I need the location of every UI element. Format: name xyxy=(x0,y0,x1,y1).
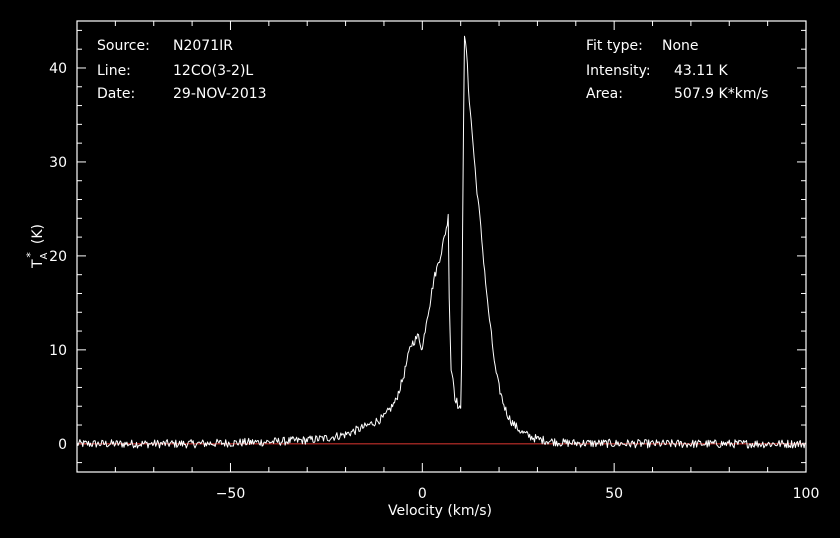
line-label: Line: xyxy=(97,63,131,79)
intensity-label: Intensity: xyxy=(586,63,651,79)
info-block-left: Source: N2071IR Line: 12CO(3-2)L Date: 2… xyxy=(97,38,267,102)
y-tick-label: 10 xyxy=(49,343,67,359)
intensity-value: 43.11 K xyxy=(674,63,729,79)
y-axis-label-main: T xyxy=(30,259,46,269)
y-tick-label: 40 xyxy=(49,61,67,77)
y-tick-label: 0 xyxy=(58,437,67,453)
x-tick-label: 0 xyxy=(418,486,427,502)
svg-text:TA*(K): TA* (K) xyxy=(24,224,50,269)
y-axis-label-unit: (K) xyxy=(30,224,46,244)
fit-type-value: None xyxy=(662,38,699,54)
x-tick-label: 50 xyxy=(605,486,623,502)
axis-tick-labels: −50 0 50 100 0 10 20 30 40 xyxy=(49,61,819,502)
source-label: Source: xyxy=(97,38,150,54)
axis-frame xyxy=(76,20,807,473)
y-axis-label-sub: A xyxy=(39,252,50,259)
line-value: 12CO(3-2)L xyxy=(173,63,253,79)
date-label: Date: xyxy=(97,86,135,102)
area-value: 507.9 K*km/s xyxy=(674,86,768,102)
fit-type-label: Fit type: xyxy=(586,38,643,54)
info-block-right: Fit type: None Intensity: 43.11 K Area: … xyxy=(586,38,768,102)
y-tick-label: 20 xyxy=(49,249,67,265)
y-axis-label-sup: * xyxy=(24,252,37,258)
x-tick-label: −50 xyxy=(216,486,246,502)
x-axis-label: Velocity (km/s) xyxy=(388,503,492,519)
x-tick-label: 100 xyxy=(793,486,820,502)
spectrum-series-line xyxy=(76,35,807,449)
y-axis-label: TA* (K) xyxy=(24,224,50,269)
area-label: Area: xyxy=(586,86,623,102)
y-tick-label: 30 xyxy=(49,155,67,171)
date-value: 29-NOV-2013 xyxy=(173,86,267,102)
source-value: N2071IR xyxy=(173,38,233,54)
